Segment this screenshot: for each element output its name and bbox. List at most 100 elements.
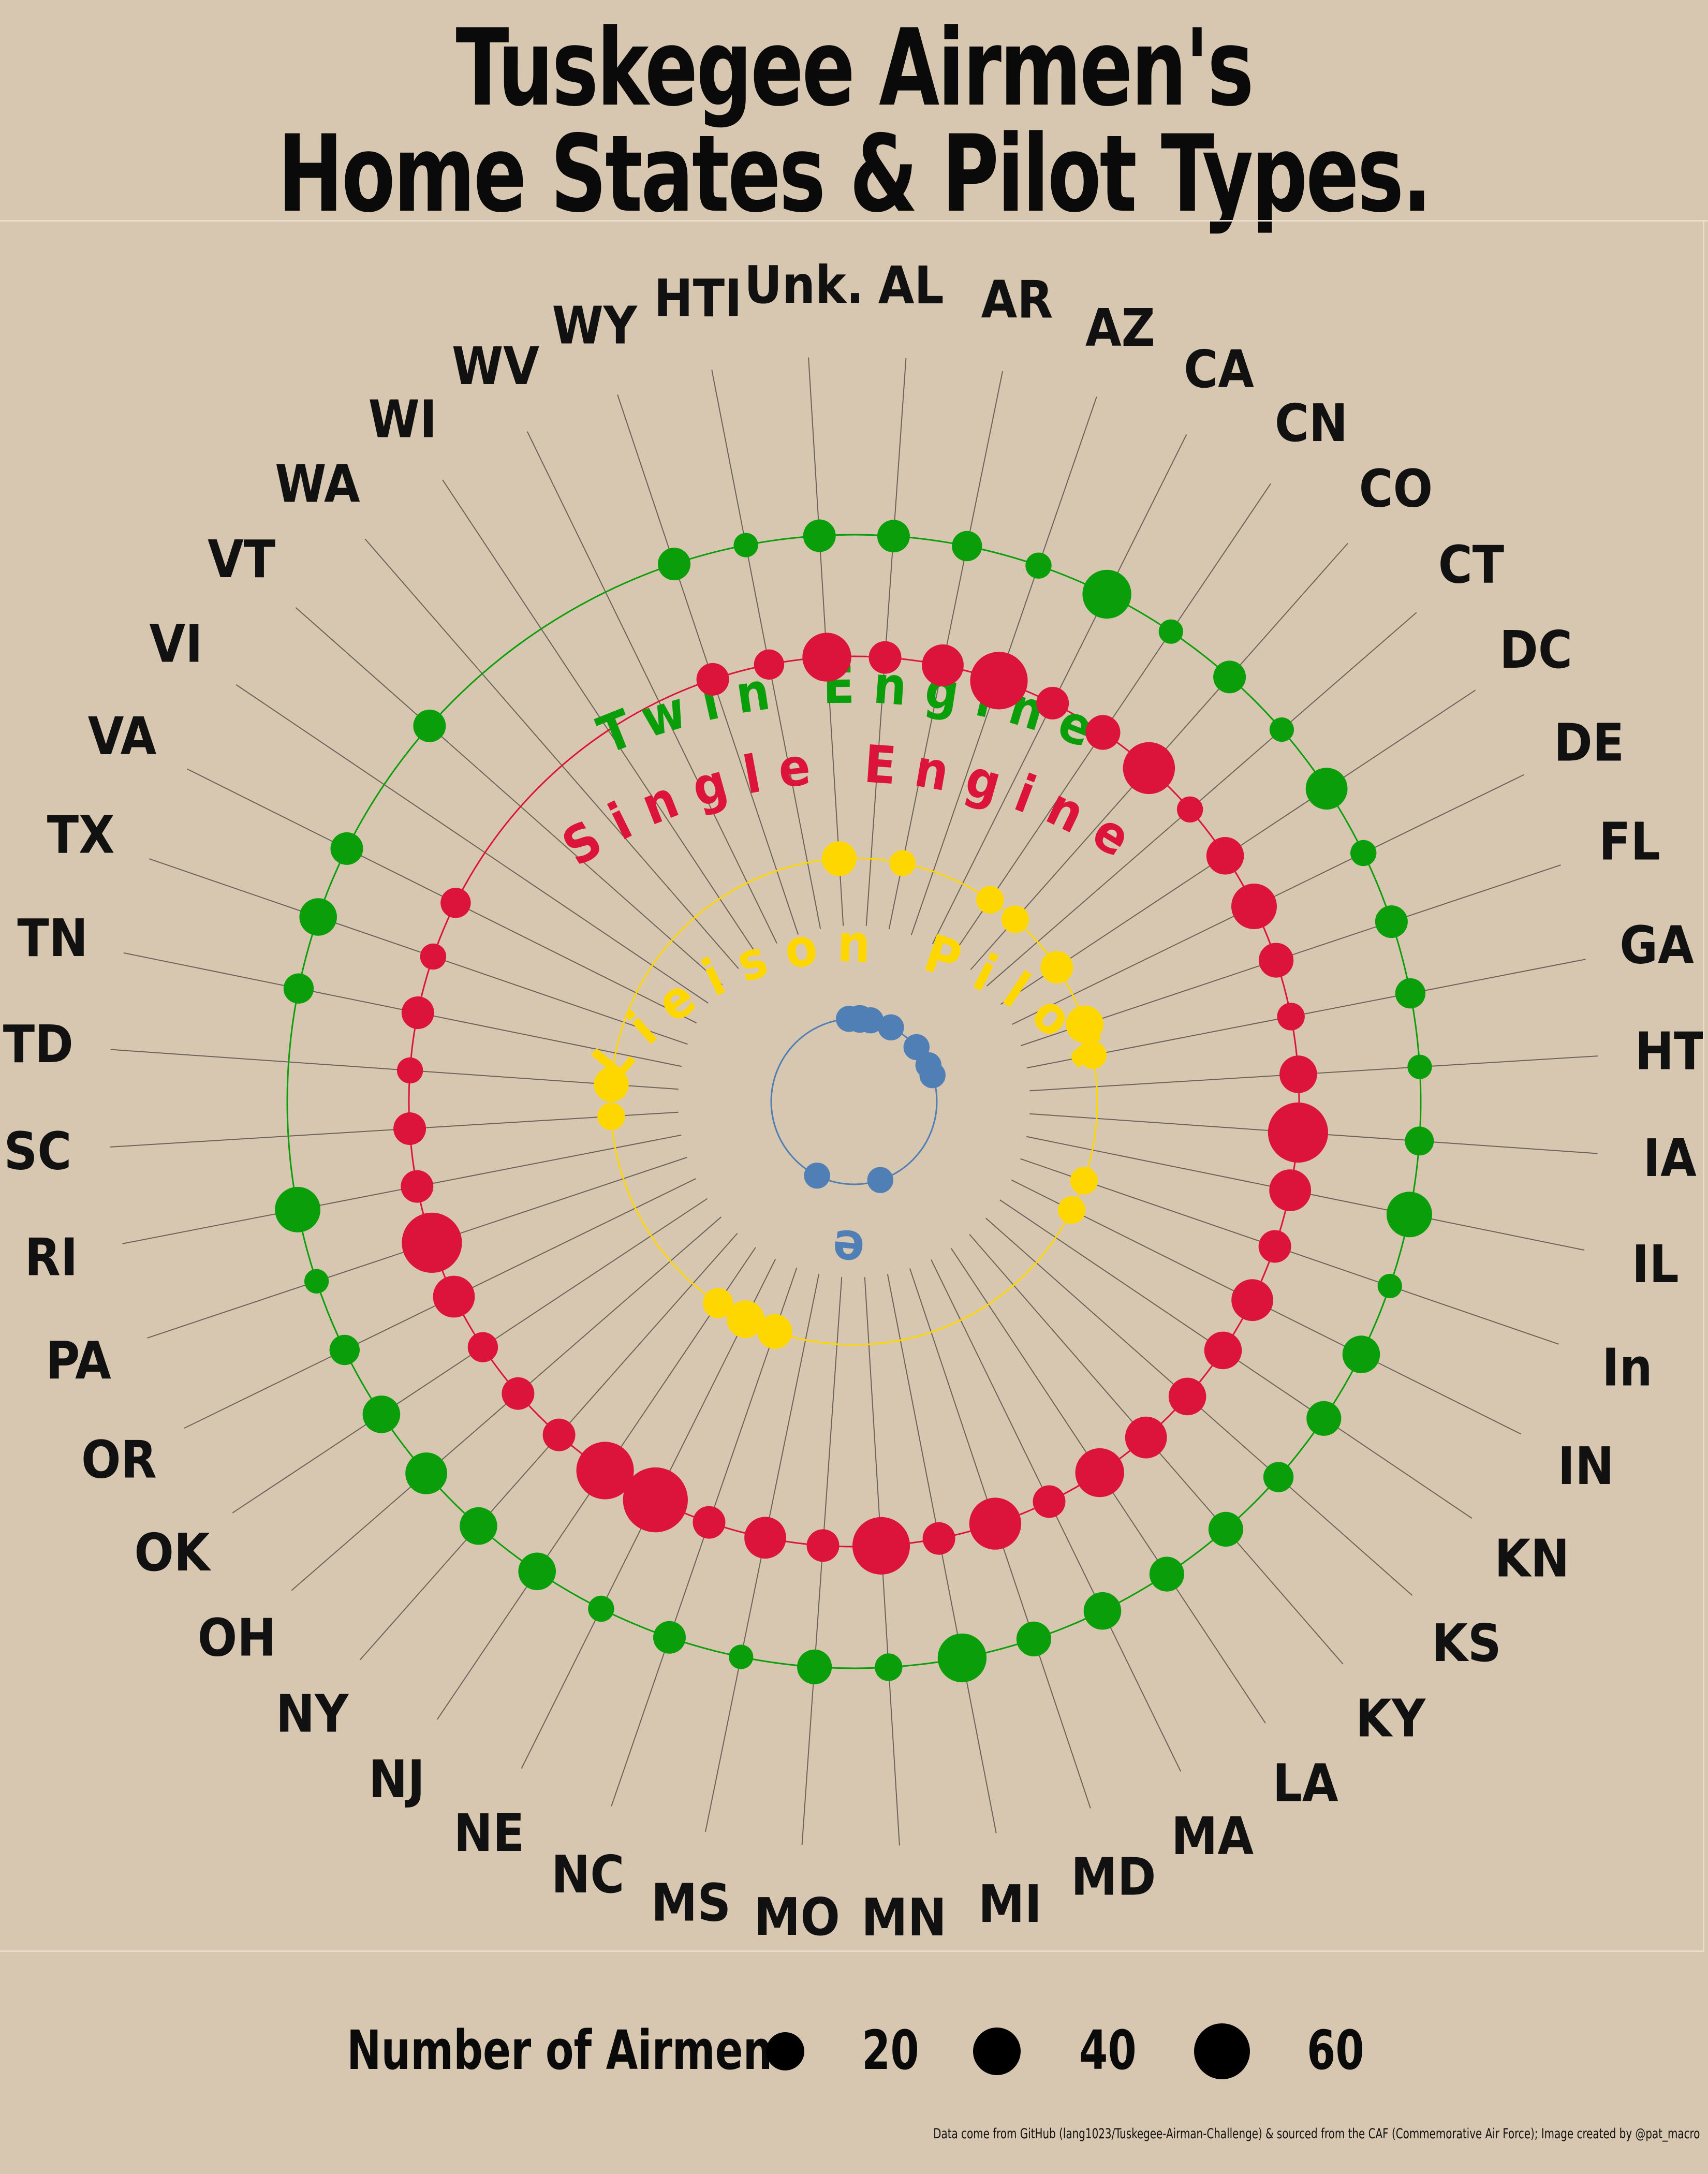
dot-singleengine-ar bbox=[922, 644, 964, 686]
spoke-va bbox=[186, 768, 697, 1024]
dot-singleengine-ct bbox=[1176, 796, 1203, 823]
dot-singleengine-ms bbox=[744, 1517, 786, 1559]
dot-twinengine-nj bbox=[518, 1552, 556, 1591]
dot-singleengine-unk bbox=[802, 633, 851, 682]
spoke-ct bbox=[986, 612, 1417, 987]
state-label-dc: DC bbox=[1499, 620, 1572, 680]
state-label-co: CO bbox=[1359, 459, 1433, 519]
dot-lieisonpilot-ga bbox=[1079, 1041, 1107, 1069]
dot-singleengine-nj bbox=[576, 1442, 634, 1500]
dot-twinengine-ca bbox=[1082, 569, 1131, 619]
dot-singleengine-cn bbox=[1085, 715, 1121, 750]
state-label-mo: MO bbox=[754, 1887, 840, 1947]
dot-twinengine-mn bbox=[875, 1653, 903, 1681]
legend-title: Number of Airmen bbox=[347, 2019, 773, 2082]
dot-twinengine-or bbox=[329, 1334, 360, 1365]
dot-singleengine-wy bbox=[696, 663, 729, 696]
spoke-ga bbox=[1026, 959, 1586, 1069]
dot-singleengine-fl bbox=[1259, 943, 1294, 978]
dot-servicepilot-ca bbox=[878, 1014, 904, 1041]
dot-twinengine-ms bbox=[729, 1644, 754, 1669]
state-label-ne: NE bbox=[454, 1803, 525, 1863]
state-label-va: VA bbox=[88, 706, 157, 767]
dot-twinengine-ok bbox=[362, 1396, 401, 1433]
dot-twinengine-nc bbox=[653, 1621, 686, 1654]
dot-singleengine-az bbox=[970, 652, 1028, 710]
spoke-wa bbox=[364, 538, 739, 970]
dot-twinengine-dc bbox=[1305, 768, 1348, 810]
state-label-pa: PA bbox=[46, 1330, 111, 1391]
dot-twinengine-mo bbox=[797, 1649, 832, 1684]
dot-twinengine-ia bbox=[1405, 1126, 1434, 1156]
dot-twinengine-ct bbox=[1269, 717, 1294, 742]
legend-dot-60 bbox=[1194, 2023, 1250, 2079]
dot-twinengine-wy bbox=[658, 548, 691, 581]
dot-singleengine-tx bbox=[420, 943, 447, 970]
spoke-wv bbox=[526, 431, 777, 944]
dot-twinengine-unk bbox=[803, 519, 836, 552]
dot-twinengine-md bbox=[1016, 1621, 1051, 1656]
dot-singleengine-dc bbox=[1206, 837, 1244, 875]
dot-twinengine-ht bbox=[1407, 1054, 1432, 1079]
dot-singleengine-md bbox=[969, 1497, 1022, 1550]
dot-lieisonpilot-unk bbox=[821, 841, 857, 876]
title-divider bbox=[0, 220, 1708, 222]
dot-singleengine-ri bbox=[401, 1170, 434, 1203]
dot-twinengine-cn bbox=[1158, 619, 1183, 644]
dot-singleengine-co bbox=[1123, 742, 1175, 795]
dot-twinengine-ar bbox=[952, 531, 982, 562]
state-label-wi: WI bbox=[369, 389, 437, 450]
state-label-in: IN bbox=[1558, 1436, 1614, 1496]
state-label-in: In bbox=[1602, 1337, 1653, 1398]
dot-twinengine-kn bbox=[1306, 1401, 1342, 1436]
dot-lieisonpilot-td bbox=[594, 1067, 629, 1102]
state-label-td: TD bbox=[3, 1014, 73, 1075]
dot-twinengine-fl bbox=[1375, 905, 1408, 938]
dot-twinengine-ga bbox=[1395, 978, 1426, 1009]
dot-singleengine-ne bbox=[623, 1467, 688, 1533]
dot-singleengine-hti bbox=[754, 649, 785, 680]
dot-lieisonpilot-ne bbox=[727, 1300, 764, 1338]
dot-singleengine-sc bbox=[393, 1112, 426, 1145]
dot-twinengine-ma bbox=[1083, 1592, 1122, 1630]
state-label-ny: NY bbox=[276, 1683, 349, 1744]
state-label-md: MD bbox=[1071, 1846, 1156, 1907]
dot-singleengine-kn bbox=[1204, 1331, 1242, 1370]
dot-twinengine-il bbox=[1387, 1192, 1432, 1238]
dot-twinengine-de bbox=[1350, 840, 1377, 866]
ring-twinengine bbox=[286, 534, 1422, 1669]
dot-lieisonpilot-ar bbox=[889, 850, 916, 876]
title-line-2: Home States & Pilot Types. bbox=[277, 113, 1432, 236]
dot-twinengine-ne bbox=[588, 1595, 614, 1622]
dot-singleengine-ga bbox=[1277, 1003, 1305, 1031]
dot-twinengine-pa bbox=[304, 1269, 329, 1294]
dot-twinengine-ky bbox=[1208, 1511, 1243, 1547]
state-label-wa: WA bbox=[275, 454, 360, 515]
dot-singleengine-tn bbox=[401, 996, 434, 1029]
spoke-ok bbox=[232, 1198, 708, 1514]
dot-servicepilot-ar bbox=[857, 1007, 884, 1034]
dot-twinengine-tn bbox=[283, 973, 314, 1004]
dot-lieisonpilot-co bbox=[1001, 905, 1029, 933]
spoke-td bbox=[110, 1049, 679, 1090]
state-label-mn: MN bbox=[861, 1887, 947, 1948]
legend-label-60: 60 bbox=[1307, 2019, 1364, 2082]
dot-singleengine-al bbox=[868, 641, 902, 674]
dot-servicepilot-ne bbox=[804, 1163, 830, 1189]
state-label-il: IL bbox=[1632, 1234, 1679, 1295]
dot-servicepilot-fl bbox=[919, 1062, 946, 1089]
dot-singleengine-ny bbox=[542, 1418, 576, 1451]
dot-lieisonpilot-nc bbox=[757, 1314, 792, 1349]
dot-singleengine-ma bbox=[1033, 1485, 1066, 1518]
dot-singleengine-in bbox=[1258, 1230, 1291, 1263]
legend-label-20: 20 bbox=[862, 2019, 919, 2082]
title-line-1: Tuskegee Airmen's bbox=[455, 7, 1254, 130]
state-label-oh: OH bbox=[198, 1608, 276, 1668]
spoke-wi bbox=[442, 479, 758, 956]
dot-servicepilot-md bbox=[867, 1167, 894, 1193]
state-label-ia: IA bbox=[1643, 1128, 1697, 1188]
dot-twinengine-az bbox=[1025, 552, 1052, 579]
state-label-wv: WV bbox=[452, 336, 539, 396]
spoke-vi bbox=[235, 684, 709, 1004]
